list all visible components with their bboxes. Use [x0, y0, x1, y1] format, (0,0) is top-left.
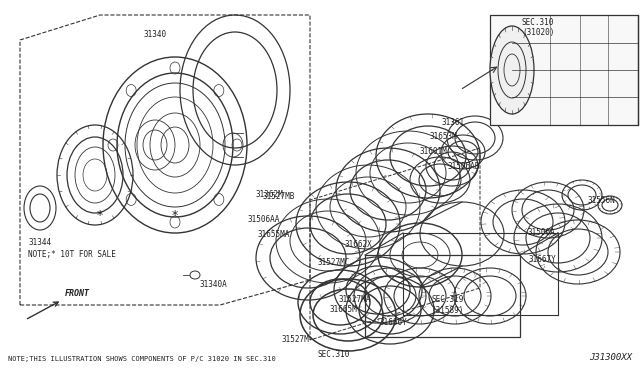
Text: 31344: 31344	[28, 238, 51, 247]
Text: 31506A: 31506A	[527, 228, 555, 237]
Ellipse shape	[490, 26, 534, 114]
Text: SEC.310: SEC.310	[318, 350, 350, 359]
Text: NOTE;THIS ILLUSTRATION SHOWS COMPONENTS OF P/C 31020 IN SEC.310: NOTE;THIS ILLUSTRATION SHOWS COMPONENTS …	[8, 356, 276, 362]
Text: 31653M: 31653M	[430, 132, 458, 141]
Text: 31527MB: 31527MB	[262, 192, 295, 201]
Text: SEC.319: SEC.319	[432, 295, 464, 304]
Bar	[365, 255, 520, 337]
Bar	[490, 15, 638, 125]
Text: 31527M: 31527M	[281, 335, 309, 344]
Text: 31506AB: 31506AB	[448, 162, 481, 171]
Text: 31506AA: 31506AA	[248, 215, 280, 224]
Text: 31666Y: 31666Y	[379, 318, 407, 327]
Text: 31667Y: 31667Y	[528, 255, 556, 264]
Text: 31340A: 31340A	[200, 280, 228, 289]
Text: J31300XX: J31300XX	[589, 353, 632, 362]
Text: 31361: 31361	[442, 118, 465, 127]
Text: 31601M: 31601M	[420, 147, 448, 156]
Text: 31527MA: 31527MA	[339, 295, 371, 304]
Text: 31527MC: 31527MC	[318, 258, 350, 267]
Text: 31362M: 31362M	[255, 190, 283, 199]
Text: FRONT: FRONT	[65, 289, 90, 298]
Text: SEC.310: SEC.310	[522, 18, 554, 27]
Text: 31655MA: 31655MA	[258, 230, 290, 239]
Text: (31020): (31020)	[522, 28, 554, 37]
Text: NOTE;* 10T FOR SALE: NOTE;* 10T FOR SALE	[28, 250, 116, 259]
Text: *: *	[172, 208, 178, 221]
Text: 31665M: 31665M	[330, 305, 358, 314]
Text: 31556N: 31556N	[588, 196, 616, 205]
Text: 31340: 31340	[143, 30, 166, 39]
Text: 31662X: 31662X	[344, 240, 372, 249]
Text: (31589): (31589)	[432, 306, 464, 315]
Text: *: *	[97, 208, 103, 221]
